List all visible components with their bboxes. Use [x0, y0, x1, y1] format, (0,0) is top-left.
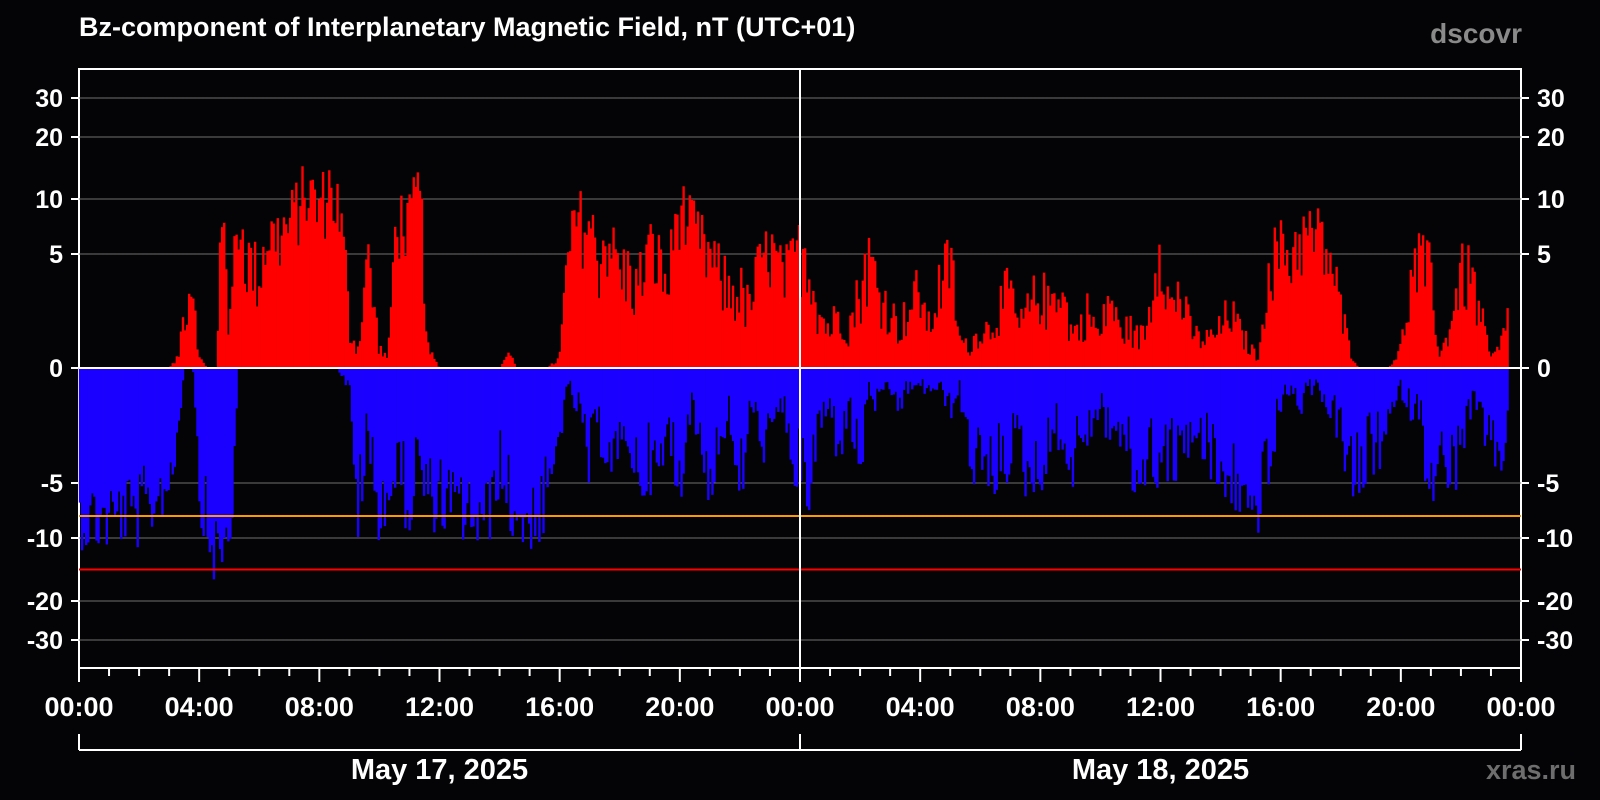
y-tick-label-left: -5: [41, 470, 63, 498]
y-tick-label-right: -10: [1537, 525, 1573, 553]
x-tick-label: 00:00: [765, 692, 834, 722]
chart-title: Bz-component of Interplanetary Magnetic …: [79, 12, 856, 42]
y-tick-label-left: 20: [35, 124, 63, 152]
y-tick-label-left: -20: [27, 588, 63, 616]
site-credit: xras.ru: [1485, 755, 1576, 785]
y-tick-label-right: -20: [1537, 588, 1573, 616]
x-tick-label: 16:00: [525, 692, 594, 722]
y-tick-label-right: 30: [1537, 85, 1565, 113]
x-tick-label: 04:00: [165, 692, 234, 722]
x-tick-label: 04:00: [886, 692, 955, 722]
y-tick-label-right: 20: [1537, 124, 1565, 152]
y-tick-label-left: -30: [27, 627, 63, 655]
y-tick-label-right: -30: [1537, 627, 1573, 655]
y-tick-label-right: 5: [1537, 241, 1551, 269]
x-tick-label: 00:00: [1486, 692, 1555, 722]
x-tick-label: 00:00: [44, 692, 113, 722]
y-tick-label-left: 10: [35, 186, 63, 214]
date-label: May 18, 2025: [1072, 754, 1249, 786]
dscovr-logo-text: dscovr: [1430, 18, 1522, 49]
x-tick-label: 12:00: [1126, 692, 1195, 722]
x-tick-label: 20:00: [1366, 692, 1435, 722]
x-tick-label: 08:00: [285, 692, 354, 722]
y-tick-label-left: -10: [27, 525, 63, 553]
y-tick-label-left: 30: [35, 85, 63, 113]
y-tick-label-right: 0: [1537, 355, 1551, 383]
date-label: May 17, 2025: [351, 754, 528, 786]
x-tick-label: 16:00: [1246, 692, 1315, 722]
y-tick-label-left: 5: [49, 241, 63, 269]
x-tick-label: 08:00: [1006, 692, 1075, 722]
y-tick-label-right: 10: [1537, 186, 1565, 214]
x-tick-label: 12:00: [405, 692, 474, 722]
x-tick-label: 20:00: [645, 692, 714, 722]
y-tick-label-left: 0: [49, 355, 63, 383]
y-tick-label-right: -5: [1537, 470, 1559, 498]
